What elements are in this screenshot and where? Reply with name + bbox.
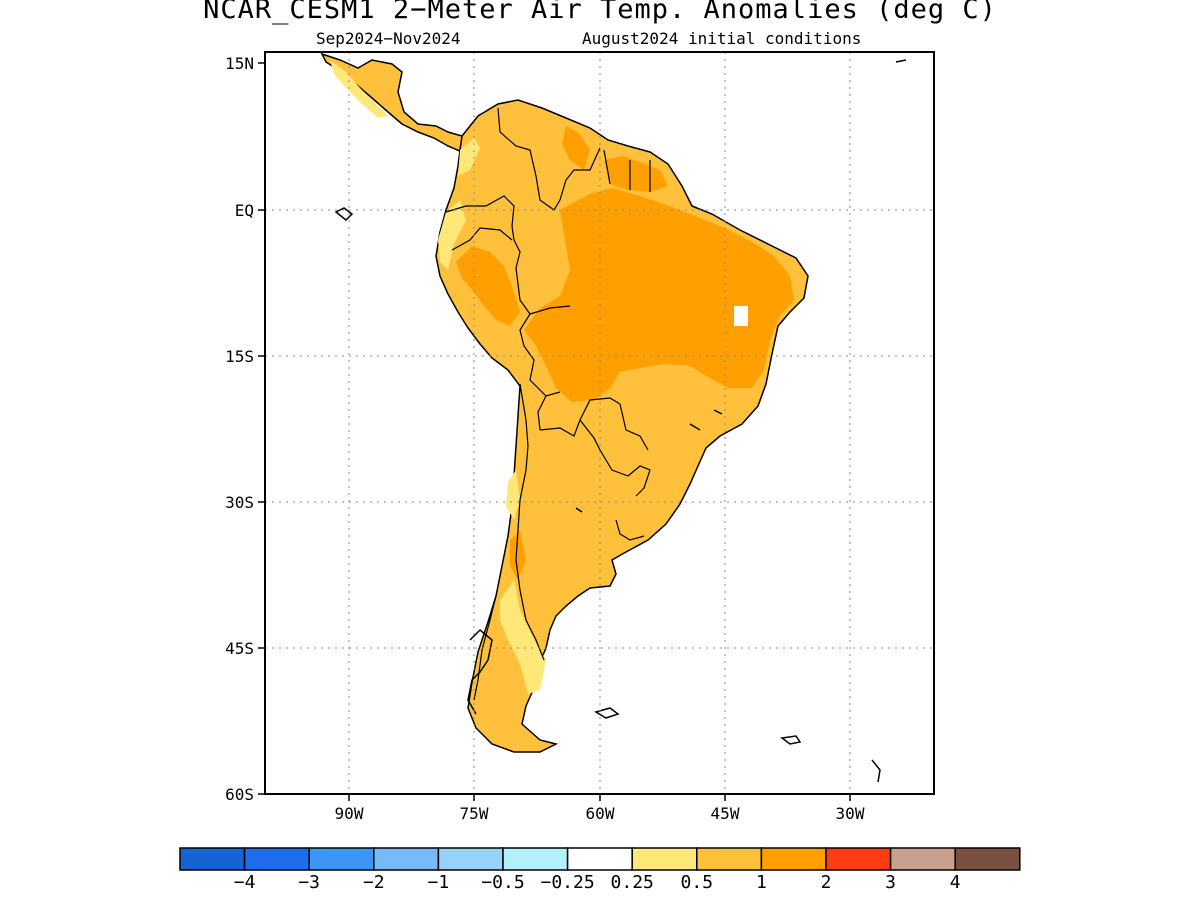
colorbar-swatch — [760, 847, 827, 871]
lat-tick-label: 45S — [225, 639, 254, 658]
colorbar-swatch — [566, 847, 633, 871]
map-title: NCAR_CESM1 2−Meter Air Temp. Anomalies (… — [203, 0, 997, 25]
colorbar-label: 2 — [821, 872, 832, 893]
country-borders — [445, 107, 651, 701]
colorbar-swatch — [631, 847, 698, 871]
forecast-period: Sep2024−Nov2024 — [316, 29, 461, 48]
colorbar-label: 1 — [756, 872, 767, 893]
colorbar-label: 3 — [885, 872, 896, 893]
colorbar-labels: −4 −3 −2 −1 −0.5 −0.25 0.25 0.5 1 2 3 4 — [234, 872, 961, 893]
colorbar-swatch — [179, 847, 246, 871]
colorbar-swatch — [502, 847, 569, 871]
islands — [334, 59, 907, 783]
strong-anomaly-central-chile — [510, 530, 526, 580]
colorbar-label: −0.5 — [481, 872, 524, 893]
colorbar-swatch — [954, 847, 1021, 871]
colorbar-label: 0.25 — [611, 872, 654, 893]
strong-anomaly-brazil — [524, 188, 794, 402]
initial-conditions: August2024 initial conditions — [582, 29, 862, 48]
colorbar-label: −2 — [363, 872, 385, 893]
lon-tick-label: 90W — [335, 804, 364, 823]
lon-tick-label: 75W — [460, 804, 489, 823]
central-america-landmass — [320, 52, 472, 153]
colorbar-label: −0.25 — [541, 872, 595, 893]
pale-anomaly-chile-north — [506, 470, 520, 520]
colorbar-label: 4 — [950, 872, 961, 893]
colorbar-swatch — [889, 847, 956, 871]
strong-anomaly-guiana — [562, 126, 590, 170]
pacific-coast-pale-strip — [330, 60, 388, 118]
lat-tick-label: 15N — [225, 54, 254, 73]
pale-anomaly-ecuador-coast — [438, 200, 466, 270]
lon-tick-label: 60W — [586, 804, 615, 823]
lat-tick-label: 15S — [225, 347, 254, 366]
strong-anomaly-peru — [456, 246, 520, 326]
lat-tick-label: EQ — [235, 201, 254, 220]
tick-marks — [258, 62, 851, 801]
colorbar-label: −4 — [234, 872, 256, 893]
pale-anomaly-patagonia-west — [500, 580, 546, 694]
lon-tick-label: 30W — [836, 804, 865, 823]
strong-anomaly-french-guiana — [604, 156, 668, 192]
colorbar-swatch — [825, 847, 892, 871]
lat-tick-label: 60S — [225, 785, 254, 804]
colorbar — [179, 847, 1021, 871]
grid-lines — [265, 52, 934, 794]
pale-anomaly-north-coast — [458, 138, 480, 176]
neutral-anomaly-patch — [734, 306, 748, 326]
colorbar-swatch — [243, 847, 310, 871]
colorbar-swatch — [437, 847, 504, 871]
colorbar-swatch — [308, 847, 375, 871]
lon-tick-label: 45W — [711, 804, 740, 823]
colorbar-label: 0.5 — [681, 872, 714, 893]
colorbar-label: −1 — [428, 872, 450, 893]
colorbar-label: −3 — [298, 872, 320, 893]
colorbar-swatch — [373, 847, 440, 871]
colorbar-swatch — [696, 847, 763, 871]
lat-tick-label: 30S — [225, 493, 254, 512]
